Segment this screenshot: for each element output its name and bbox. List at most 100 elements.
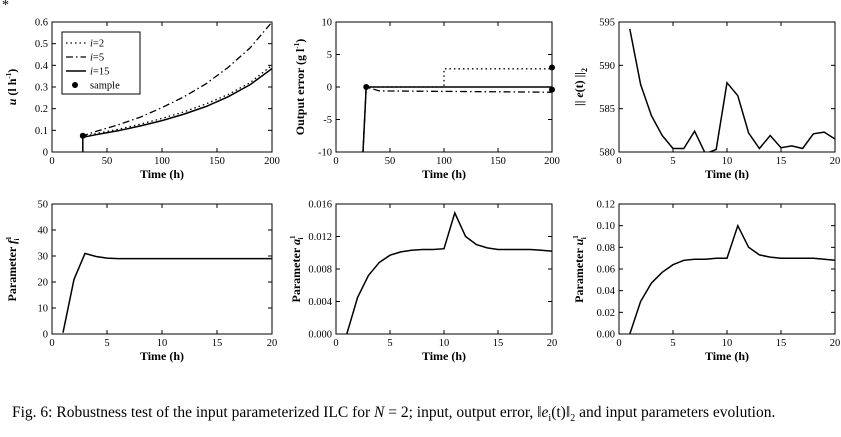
plot-frame bbox=[51, 203, 273, 335]
x-tick-label: 5 bbox=[670, 338, 675, 349]
x-tick-label: 20 bbox=[830, 156, 841, 167]
caption-norm-var: e bbox=[541, 404, 549, 421]
x-tick-label: 0 bbox=[616, 156, 621, 167]
x-tick-label: 15 bbox=[776, 338, 787, 349]
x-tick-label: 5 bbox=[104, 338, 109, 349]
y-axis-label: Parameter u1i bbox=[572, 235, 588, 303]
legend-value: =5 bbox=[93, 53, 104, 64]
y-tick-label: 0 bbox=[327, 83, 332, 94]
y-tick-label: 0.2 bbox=[35, 104, 48, 115]
legend-value: =2 bbox=[93, 39, 104, 50]
y-label-unit: (l h bbox=[5, 78, 19, 98]
chart-param-u: 0 5 10 15 20 0.00 0.02 0.04 0.06 0.08 0.10 0.12 Time… bbox=[572, 200, 840, 364]
y-axis-label: Output error (g l-1) bbox=[293, 39, 307, 135]
series-i-5 bbox=[82, 22, 272, 152]
x-tick-label: 0 bbox=[333, 338, 338, 349]
x-axis-label: Time (h) bbox=[140, 167, 184, 181]
y-axis-label: || e(t) ||2 bbox=[572, 68, 589, 106]
x-tick-label: 0 bbox=[333, 156, 338, 167]
y-axis-label: Parameter f1i bbox=[5, 236, 21, 301]
x-tick-label: 100 bbox=[436, 156, 452, 167]
legend-marker bbox=[72, 82, 78, 88]
y-tick-label: 0.04 bbox=[597, 286, 616, 297]
y-label-symbol: u bbox=[5, 98, 19, 105]
y-label-superscript: 1 bbox=[572, 235, 580, 239]
x-tick-label: 20 bbox=[547, 338, 558, 349]
legend-var: i bbox=[90, 53, 93, 64]
x-tick-label: 50 bbox=[102, 156, 113, 167]
y-tick-label: 595 bbox=[599, 18, 615, 29]
caption-mid: = 2; input, output error, bbox=[384, 404, 538, 421]
y-tick-label: 10 bbox=[38, 304, 49, 315]
y-tick-label: 0.10 bbox=[597, 221, 615, 232]
sample-marker bbox=[549, 86, 555, 93]
chart-output-error: 0 50 100 150 200 -10 -5 0 5 10 Time (h) Output erro… bbox=[293, 18, 560, 182]
x-axis-label: Time (h) bbox=[705, 167, 749, 181]
y-tick-label: 0.02 bbox=[597, 308, 615, 319]
y-tick-label: 50 bbox=[38, 200, 49, 211]
series-i-2 bbox=[362, 67, 552, 152]
y-tick-label: 0.004 bbox=[308, 297, 332, 308]
y-label-text: Parameter bbox=[289, 245, 303, 302]
x-tick-label: 0 bbox=[616, 338, 621, 349]
y-tick-label: 5 bbox=[327, 50, 332, 61]
y-tick-label: 0.008 bbox=[308, 265, 332, 276]
y-axis-label: Parameter a1i bbox=[289, 235, 305, 302]
x-tick-label: 10 bbox=[722, 338, 733, 349]
x-tick-label: 5 bbox=[387, 338, 392, 349]
y-tick-label: 0 bbox=[43, 330, 48, 341]
sample-marker bbox=[549, 64, 555, 71]
plot-frame bbox=[618, 203, 836, 335]
caption-post: and input parameters evolution. bbox=[575, 404, 776, 421]
x-tick-label: 10 bbox=[722, 156, 733, 167]
y-axis-label: u (l h-1) bbox=[5, 69, 19, 106]
caption-norm-sub: i bbox=[548, 413, 552, 425]
y-label-symbol: u bbox=[572, 238, 586, 245]
legend: i=2 i=5 i=15 sample bbox=[61, 31, 141, 95]
legend-label: i=2 bbox=[90, 39, 104, 50]
y-tick-label: 0.4 bbox=[35, 61, 49, 72]
plot-frame bbox=[335, 203, 553, 335]
series-norm bbox=[629, 28, 835, 152]
y-tick-label: -10 bbox=[318, 148, 332, 159]
y-label-text: Parameter bbox=[572, 245, 586, 302]
y-label-text: ) bbox=[293, 39, 307, 43]
chart-param-f: 0 5 10 15 20 0 10 20 30 40 50 Time (h) Parameter f1i bbox=[5, 200, 277, 364]
y-tick-label: 0.12 bbox=[597, 200, 615, 211]
y-tick-label: 0.3 bbox=[35, 83, 48, 94]
x-tick-label: 20 bbox=[830, 338, 841, 349]
series-f bbox=[62, 252, 272, 333]
x-tick-label: 15 bbox=[212, 338, 223, 349]
x-tick-label: 5 bbox=[670, 156, 675, 167]
y-label-symbol: e bbox=[572, 92, 586, 98]
y-tick-label: 590 bbox=[599, 61, 615, 72]
caption-var-n: N bbox=[374, 404, 385, 421]
y-tick-label: 0 bbox=[43, 148, 48, 159]
sample-marker bbox=[79, 132, 86, 139]
corner-asterisk: * bbox=[2, 0, 9, 13]
caption-norm-arg: (t) bbox=[551, 404, 566, 421]
y-tick-label: 0.06 bbox=[597, 265, 615, 276]
caption-label: Fig. 6: bbox=[12, 404, 53, 421]
y-tick-label: 20 bbox=[38, 278, 49, 289]
y-label-subscript: i bbox=[13, 239, 21, 241]
x-tick-label: 15 bbox=[493, 338, 504, 349]
y-tick-label: 30 bbox=[38, 252, 49, 263]
y-tick-label: 585 bbox=[599, 104, 615, 115]
x-tick-label: 0 bbox=[49, 156, 54, 167]
legend-label: i=15 bbox=[90, 67, 109, 78]
x-tick-label: 10 bbox=[439, 338, 450, 349]
y-tick-label: 0.08 bbox=[597, 243, 615, 254]
legend-value: =15 bbox=[93, 67, 109, 78]
legend-label: sample bbox=[90, 81, 120, 92]
y-tick-label: 0.016 bbox=[308, 200, 332, 211]
x-axis-label: Time (h) bbox=[422, 167, 466, 181]
chart-error-norm: 0 5 10 15 20 580 585 590 595 Time (h) || e(t) ||2 bbox=[572, 18, 840, 182]
y-label-superscript: -1 bbox=[5, 72, 13, 78]
y-label-symbol: f bbox=[5, 239, 19, 244]
x-tick-label: 150 bbox=[490, 156, 506, 167]
y-tick-label: 0.000 bbox=[308, 330, 332, 341]
series-i-5 bbox=[362, 86, 552, 152]
x-tick-label: 100 bbox=[154, 156, 170, 167]
